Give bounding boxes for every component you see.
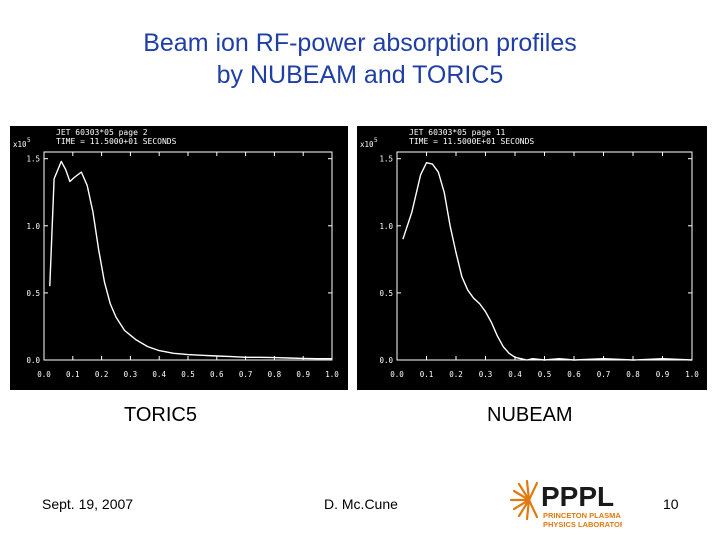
toric5-plot-panel: JET 60303*05 page 2 TIME = 11.5000+01 SEC… <box>10 126 348 390</box>
chart0-header-line2: TIME = 11.5000+01 SECONDS <box>56 137 177 146</box>
chart0-y-tick-label: 0.5 <box>26 289 40 298</box>
chart1-x-tick-label: 0.9 <box>656 370 670 379</box>
chart0-exponent-power: 5 <box>27 137 31 144</box>
chart0-y-tick-label: 1.5 <box>26 155 40 164</box>
chart1-series-line <box>402 162 693 361</box>
chart1-x-tick-label: 0.1 <box>420 370 434 379</box>
chart1-x-tick-label: 0.4 <box>508 370 522 379</box>
chart0-x-tick-label: 0.7 <box>239 370 253 379</box>
chart0-x-tick-label: 0.4 <box>152 370 166 379</box>
logo-subtitle-1: PRINCETON PLASMA <box>543 511 621 520</box>
chart0-x-tick-label: 0.9 <box>296 370 310 379</box>
chart0-x-tick-label: 0.2 <box>95 370 109 379</box>
chart1-x-tick-label: 0.0 <box>390 370 404 379</box>
chart1-y-tick-label: 1.0 <box>379 222 393 231</box>
chart0-x-tick-label: 1.0 <box>325 370 339 379</box>
chart0-x-tick-label: 0.8 <box>268 370 282 379</box>
slide-title-line1: Beam ion RF-power absorption profiles <box>143 29 577 57</box>
chart0-x-tick-label: 0.3 <box>124 370 138 379</box>
chart1-exponent-power: 5 <box>374 137 378 144</box>
page-number: 10 <box>663 496 679 512</box>
chart0-exponent-label: x10 <box>13 140 27 149</box>
footer-date: Sept. 19, 2007 <box>42 496 134 512</box>
chart1-exponent-label: x10 <box>360 140 374 149</box>
chart0-series-line <box>49 160 332 360</box>
chart0-y-tick-label: 0.0 <box>26 356 40 365</box>
footer-author: D. Mc.Cune <box>324 496 398 512</box>
chart1-y-tick-label: 0.0 <box>379 356 393 365</box>
chart1-x-tick-label: 0.3 <box>479 370 493 379</box>
chart1-y-tick-label: 1.5 <box>379 155 393 164</box>
chart0-x-tick-label: 0.5 <box>181 370 195 379</box>
chart1-x-tick-label: 0.8 <box>626 370 640 379</box>
chart0-header-line1: JET 60303*05 page 2 <box>56 128 148 137</box>
chart0-x-tick-label: 0.0 <box>37 370 51 379</box>
slide-title-line2: by NUBEAM and TORIC5 <box>216 61 504 89</box>
chart0-x-tick-label: 0.6 <box>210 370 224 379</box>
logo-starburst-icon <box>509 479 539 521</box>
chart1-x-tick-label: 0.7 <box>597 370 611 379</box>
chart1-header-line1: JET 60303*05 page 11 <box>409 128 506 137</box>
pppl-logo: PPPL PRINCETON PLASMA PHYSICS LABORATORY <box>509 479 622 529</box>
nubeam-caption: NUBEAM <box>487 404 573 426</box>
nubeam-plot-panel: JET 60303*05 page 11 TIME = 11.5000E+01 S… <box>357 126 707 390</box>
chart0-y-tick-label: 1.0 <box>26 222 40 231</box>
chart1-y-tick-label: 0.5 <box>379 289 393 298</box>
chart1-x-tick-label: 0.6 <box>567 370 581 379</box>
logo-subtitle-2: PHYSICS LABORATORY <box>543 520 622 529</box>
logo-text: PPPL <box>541 481 614 512</box>
chart0-frame <box>43 151 333 361</box>
toric5-caption: TORIC5 <box>124 404 197 426</box>
chart1-x-tick-label: 0.5 <box>538 370 552 379</box>
chart1-x-tick-label: 0.2 <box>449 370 463 379</box>
chart0-x-tick-label: 0.1 <box>66 370 80 379</box>
chart1-x-tick-label: 1.0 <box>685 370 699 379</box>
chart1-header-line2: TIME = 11.5000E+01 SECONDS <box>409 137 534 146</box>
